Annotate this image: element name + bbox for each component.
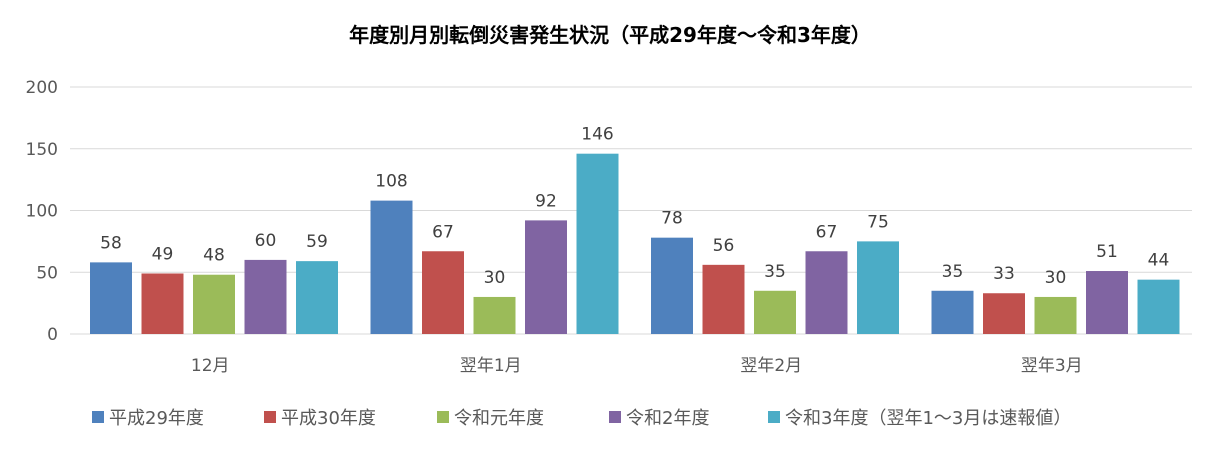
y-tick-label: 0: [47, 325, 58, 345]
data-label: 44: [1148, 251, 1170, 271]
data-label: 67: [816, 222, 838, 242]
y-tick-label: 50: [36, 263, 58, 283]
legend: 平成29年度 平成30年度 令和元年度 令和2年度 令和3年度（翌年1～3月は速報値）: [92, 408, 1071, 429]
data-labels: 58 49 48 60 59 108 67 30 92 146 78 56 35 67 75 35 33 30 51…: [100, 125, 1169, 288]
x-category-label: 12月: [191, 356, 230, 376]
data-label: 78: [661, 209, 683, 229]
bar: [1137, 279, 1180, 334]
bar: [805, 251, 848, 334]
y-tick-label: 100: [26, 202, 58, 222]
data-label: 108: [375, 172, 407, 192]
data-label: 48: [203, 246, 225, 266]
data-label: 33: [993, 264, 1015, 284]
y-tick-label: 150: [26, 140, 58, 160]
legend-label: 令和元年度: [454, 408, 544, 429]
data-label: 59: [306, 232, 328, 252]
legend-swatch: [609, 411, 621, 423]
bar: [473, 296, 516, 334]
data-label: 35: [764, 262, 786, 282]
bar: [193, 274, 235, 334]
bar: [754, 290, 796, 334]
bar: [141, 273, 184, 334]
x-axis-categories: 12月 翌年1月 翌年2月 翌年3月: [191, 356, 1083, 376]
data-label: 75: [867, 212, 889, 232]
x-category-label: 翌年1月: [460, 356, 522, 376]
data-label: 30: [484, 268, 506, 288]
legend-label: 令和3年度（翌年1～3月は速報値）: [785, 408, 1071, 429]
bar: [857, 241, 899, 334]
bar: [931, 290, 974, 334]
data-label: 49: [152, 244, 174, 264]
data-label: 92: [535, 191, 557, 211]
legend-swatch: [768, 411, 780, 423]
bar: [296, 261, 338, 334]
bar: [702, 264, 745, 334]
bar: [370, 200, 413, 334]
legend-swatch: [437, 411, 449, 423]
bar: [90, 262, 132, 334]
data-label: 67: [432, 222, 454, 242]
data-label: 51: [1096, 242, 1118, 262]
data-label: 146: [581, 125, 613, 145]
legend-label: 令和2年度: [626, 408, 709, 429]
y-axis-ticks: 0 50 100 150 200: [26, 78, 58, 345]
bar: [525, 220, 567, 334]
data-label: 58: [100, 233, 122, 253]
bar: [422, 251, 464, 334]
legend-label: 平成30年度: [281, 408, 376, 429]
x-category-label: 翌年2月: [740, 356, 802, 376]
bar: [651, 237, 693, 334]
y-tick-label: 200: [26, 78, 58, 98]
data-label: 56: [713, 236, 735, 256]
legend-swatch: [264, 411, 276, 423]
legend-swatch: [92, 411, 104, 423]
legend-label: 平成29年度: [109, 408, 204, 429]
bar: [1086, 271, 1128, 334]
data-label: 35: [942, 262, 964, 282]
bar: [983, 293, 1025, 334]
bar: [244, 259, 287, 334]
data-label: 30: [1045, 268, 1067, 288]
bar: [576, 153, 619, 334]
bar: [1034, 296, 1077, 334]
chart-title: 年度別月別転倒災害発生状況（平成29年度～令和3年度）: [349, 23, 871, 47]
x-category-label: 翌年3月: [1021, 356, 1083, 376]
bars: [90, 153, 1180, 334]
data-label: 60: [255, 231, 277, 251]
